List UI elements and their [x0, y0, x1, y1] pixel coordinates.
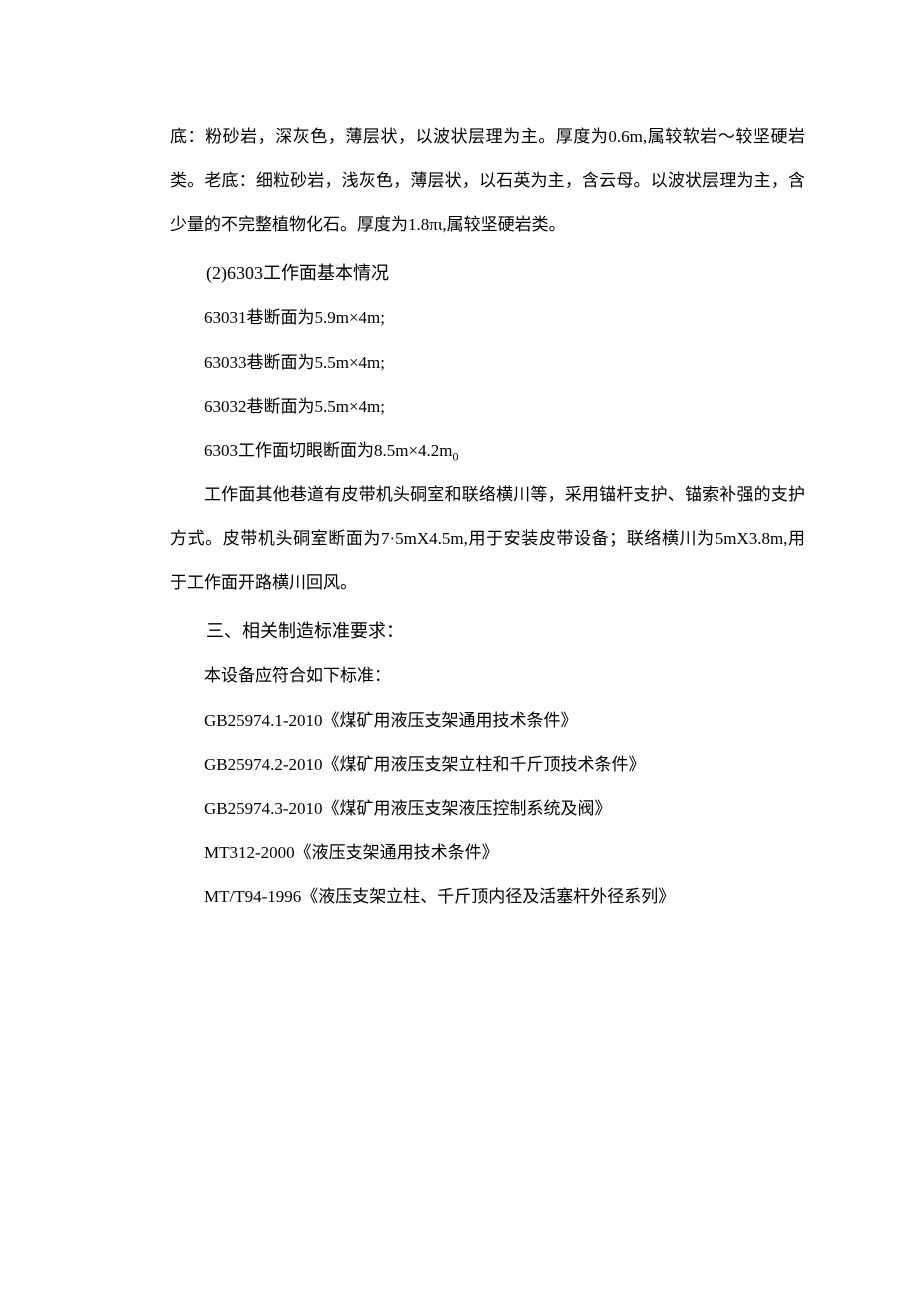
subscript-zero: 0 [453, 449, 459, 463]
paragraph-floor-description: 底：粉砂岩，深灰色，薄层状，以波状层理为主。厚度为0.6m,属较软岩〜较坚硬岩类… [170, 115, 805, 248]
dimension-line-4-text: 6303工作面切眼断面为8.5m×4.2m [204, 441, 453, 460]
standard-4: MT312-2000《液压支架通用技术条件》 [170, 831, 805, 875]
dimension-line-4: 6303工作面切眼断面为8.5m×4.2m0 [170, 429, 805, 473]
dimension-line-3: 63032巷断面为5.5m×4m; [170, 385, 805, 429]
standard-5: MT/T94-1996《液压支架立柱、千斤顶内径及活塞杆外径系列》 [170, 875, 805, 919]
standard-2: GB25974.2-2010《煤矿用液压支架立柱和千斤顶技术条件》 [170, 743, 805, 787]
standards-intro: 本设备应符合如下标准： [170, 654, 805, 698]
dimension-line-2: 63033巷断面为5.5m×4m; [170, 341, 805, 385]
section-header-workface: (2)6303工作面基本情况 [170, 250, 805, 297]
standard-3: GB25974.3-2010《煤矿用液压支架液压控制系统及阀》 [170, 787, 805, 831]
paragraph-roadway-description: 工作面其他巷道有皮带机头硐室和联络横川等，采用锚杆支护、锚索补强的支护方式。皮带… [170, 473, 805, 606]
section-header-standards: 三、相关制造标准要求： [170, 608, 805, 655]
standard-1: GB25974.1-2010《煤矿用液压支架通用技术条件》 [170, 699, 805, 743]
dimension-line-1: 63031巷断面为5.9m×4m; [170, 296, 805, 340]
